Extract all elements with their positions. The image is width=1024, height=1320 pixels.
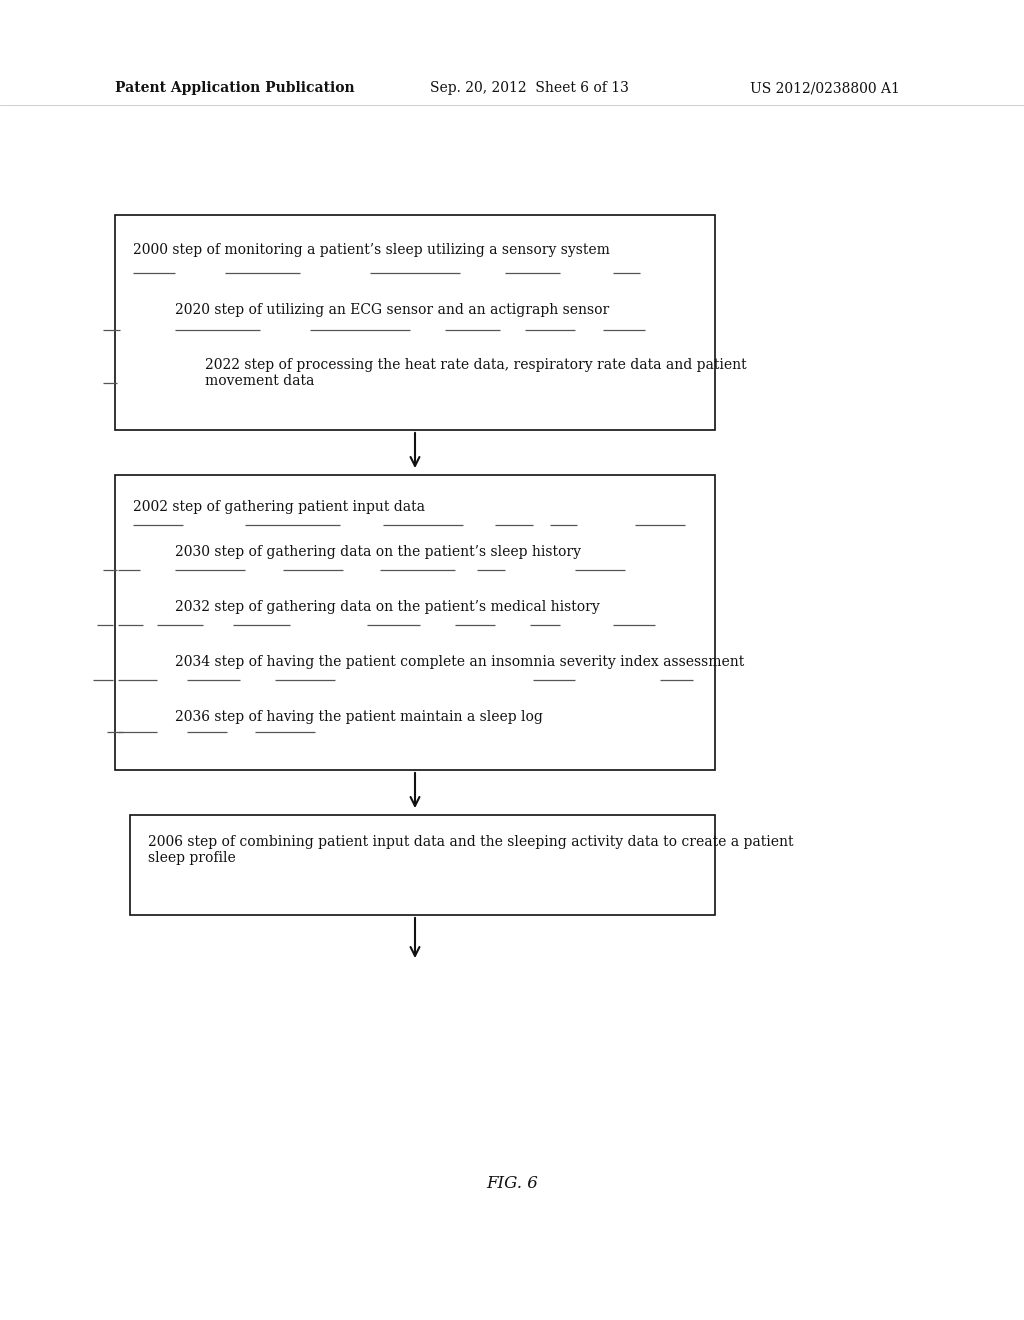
Text: 2002 step of gathering patient input data: 2002 step of gathering patient input dat… <box>133 500 425 513</box>
Text: Sep. 20, 2012  Sheet 6 of 13: Sep. 20, 2012 Sheet 6 of 13 <box>430 81 629 95</box>
Text: Patent Application Publication: Patent Application Publication <box>115 81 354 95</box>
Text: FIG. 6: FIG. 6 <box>486 1175 538 1192</box>
Text: 2036 step of having the patient maintain a sleep log: 2036 step of having the patient maintain… <box>175 710 543 723</box>
Bar <box>130 814 715 915</box>
Text: 2022 step of processing the heat rate data, respiratory rate data and patient
mo: 2022 step of processing the heat rate da… <box>205 358 746 388</box>
Text: 2030 step of gathering data on the patient’s sleep history: 2030 step of gathering data on the patie… <box>175 545 581 558</box>
Bar <box>115 215 715 430</box>
Text: 2006 step of combining patient input data and the sleeping activity data to crea: 2006 step of combining patient input dat… <box>148 836 794 865</box>
Bar <box>115 475 715 770</box>
Text: 2000 step of monitoring a patient’s sleep utilizing a sensory system: 2000 step of monitoring a patient’s slee… <box>133 243 610 257</box>
Text: US 2012/0238800 A1: US 2012/0238800 A1 <box>751 81 900 95</box>
Text: 2034 step of having the patient complete an insomnia severity index assessment: 2034 step of having the patient complete… <box>175 655 744 669</box>
Text: 2020 step of utilizing an ECG sensor and an actigraph sensor: 2020 step of utilizing an ECG sensor and… <box>175 304 609 317</box>
Text: 2032 step of gathering data on the patient’s medical history: 2032 step of gathering data on the patie… <box>175 601 600 614</box>
